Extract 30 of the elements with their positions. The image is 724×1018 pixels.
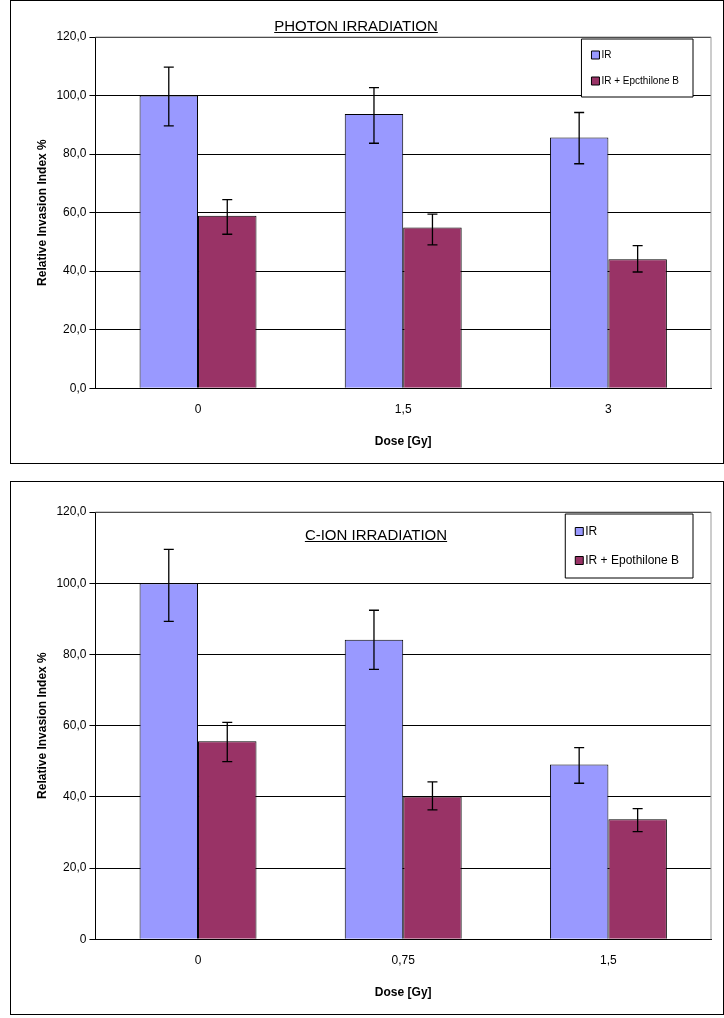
legend-label: IR + Epcthilone B	[601, 74, 680, 86]
y-tick-label: 60,0	[63, 204, 87, 219]
y-tick-label: 100,0	[56, 87, 87, 102]
y-tick-label: 80,0	[63, 146, 87, 161]
y-tick-label: 0,0	[69, 380, 87, 395]
y-tick-label: 20,0	[63, 860, 87, 875]
y-tick-label: 0	[79, 931, 87, 946]
x-axis-title: Dose [Gy]	[374, 985, 432, 1000]
y-tick-label: 40,0	[63, 263, 87, 278]
x-tick-label: 0,75	[391, 952, 416, 967]
y-tick-label: 120,0	[56, 29, 87, 44]
y-axis-title: Relative Invasion Index %	[34, 138, 49, 286]
y-tick-label: 60,0	[63, 717, 87, 732]
legend-label: IR	[601, 48, 612, 60]
x-tick-label: 3	[605, 401, 613, 416]
y-tick-label: 120,0	[56, 504, 87, 519]
legend-label: IR + Epothilone B	[585, 552, 680, 567]
x-tick-label: 1,5	[394, 401, 412, 416]
legend-label: IR	[585, 523, 598, 538]
y-tick-label: 80,0	[63, 646, 87, 661]
x-axis-title: Dose [Gy]	[374, 434, 432, 449]
x-tick-label: 0	[194, 401, 202, 416]
y-axis-title: Relative Invasion Index %	[34, 651, 49, 799]
x-tick-label: 0	[194, 952, 202, 967]
chart-title: PHOTON IRRADIATION	[273, 17, 439, 34]
x-tick-label: 1,5	[600, 952, 618, 967]
y-tick-label: 40,0	[63, 789, 87, 804]
y-tick-label: 20,0	[63, 321, 87, 336]
text: C-ION IRRADIATION	[303, 526, 449, 543]
y-tick-label: 100,0	[56, 575, 87, 590]
